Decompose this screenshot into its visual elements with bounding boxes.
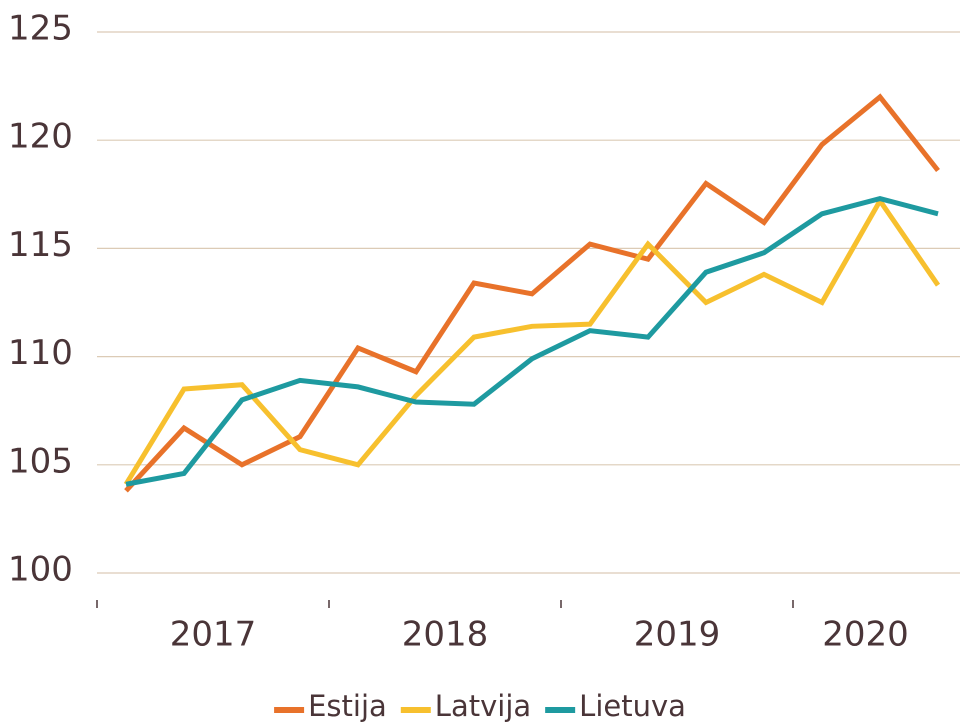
- x-tick-label: 2017: [170, 615, 257, 655]
- y-tick-label: 105: [8, 441, 73, 481]
- legend-label: Estija: [308, 689, 387, 723]
- y-tick-label: 120: [8, 117, 73, 157]
- y-tick-label: 125: [8, 9, 73, 49]
- series-line: [125, 196, 939, 487]
- x-tick-label: 2018: [402, 615, 489, 655]
- x-tick-label: 2019: [634, 615, 721, 655]
- y-tick-label: 100: [8, 550, 73, 590]
- y-tick-label: 115: [8, 225, 73, 265]
- legend-label: Latvija: [435, 689, 531, 723]
- series-line: [124, 93, 940, 493]
- legend: Estija Latvija Lietuva: [274, 689, 686, 723]
- x-tick-label: 2020: [822, 615, 909, 655]
- legend-label: Lietuva: [579, 689, 686, 723]
- series-line: [123, 196, 941, 486]
- y-tick-label: 110: [8, 333, 73, 373]
